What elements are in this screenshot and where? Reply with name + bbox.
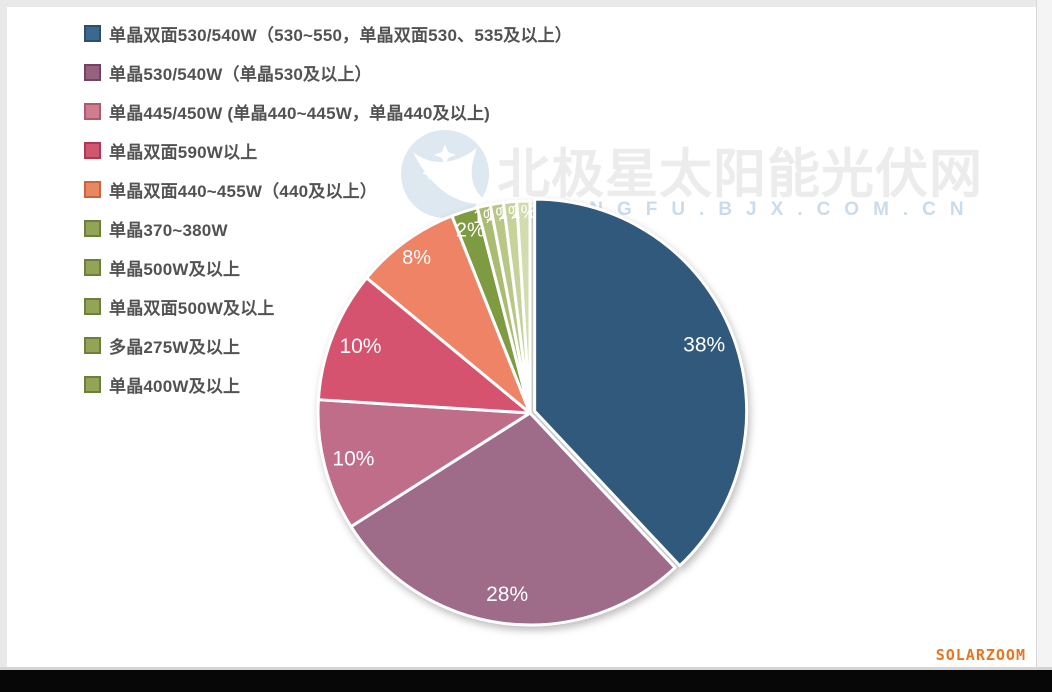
frame-bottom-line [0, 667, 1052, 670]
pie-slice-9 [515, 199, 532, 415]
legend-swatch [84, 25, 101, 42]
frame-edge-top [0, 0, 1052, 7]
legend-swatch [84, 376, 101, 393]
legend-item-0: 单晶双面530/540W（530~550，单晶双面530、535及以上） [84, 14, 572, 53]
pie-slice-label: 8% [402, 247, 431, 269]
legend-item-7: 单晶双面500W及以上 [84, 287, 572, 326]
legend-swatch [84, 181, 101, 198]
legend-swatch [84, 142, 101, 159]
legend-item-5: 单晶370~380W [84, 209, 572, 248]
legend-label: 单晶445/450W (单晶440~445W，单晶440及以上) [109, 104, 491, 123]
legend-label: 单晶400W及以上 [109, 377, 241, 396]
pie-slice-label: 1% [511, 202, 537, 222]
legend-item-2: 单晶445/450W (单晶440~445W，单晶440及以上) [84, 92, 572, 131]
pie-slice-label: 2% [456, 220, 485, 242]
pie-slice-0 [533, 197, 749, 568]
legend-item-6: 单晶500W及以上 [84, 248, 572, 287]
pie-slice-3 [316, 276, 532, 415]
pie-slice-1 [349, 411, 677, 627]
legend-label: 单晶530/540W（单晶530及以上） [109, 65, 372, 84]
legend-label: 单晶双面500W及以上 [109, 299, 275, 318]
legend-swatch [84, 220, 101, 237]
legend-label: 单晶370~380W [109, 221, 228, 240]
legend-item-9: 单晶400W及以上 [84, 365, 572, 404]
pie-slice-2 [316, 398, 532, 529]
legend-label: 单晶双面440~455W（440及以上） [109, 182, 378, 201]
legend-label: 单晶双面530/540W（530~550，单晶双面530、535及以上） [109, 26, 573, 45]
watermark-subtitle: GUANGFU.BJX.COM.CN [505, 199, 978, 220]
pie-slice-label: 38% [683, 333, 725, 356]
legend-label: 多晶275W及以上 [109, 338, 241, 357]
legend: 单晶双面530/540W（530~550，单晶双面530、535及以上） 单晶53… [84, 14, 572, 404]
legend-item-4: 单晶双面440~455W（440及以上） [84, 170, 572, 209]
frame-edge-left [0, 0, 7, 670]
legend-swatch [84, 64, 101, 81]
legend-swatch [84, 298, 101, 315]
pie-slice-label: 10% [332, 448, 374, 471]
pie-slice-label: 28% [486, 583, 528, 606]
legend-label: 单晶500W及以上 [109, 260, 241, 279]
legend-item-3: 单晶双面590W以上 [84, 131, 572, 170]
legend-label: 单晶双面590W以上 [109, 143, 258, 162]
branding-label: SOLARZOOM [935, 646, 1026, 664]
legend-swatch [84, 337, 101, 354]
pie-slice-4 [365, 214, 532, 415]
legend-item-8: 多晶275W及以上 [84, 326, 572, 365]
legend-swatch [84, 259, 101, 276]
legend-item-1: 单晶530/540W（单晶530及以上） [84, 53, 572, 92]
frame-bottom-bar [0, 670, 1052, 692]
pie-slice-label: 10% [339, 335, 381, 358]
crescent-moon-stars-icon [401, 130, 489, 218]
frame-edge-right [1036, 0, 1052, 670]
legend-swatch [84, 103, 101, 120]
watermark-title: 北极星太阳能光伏网 [497, 145, 983, 204]
